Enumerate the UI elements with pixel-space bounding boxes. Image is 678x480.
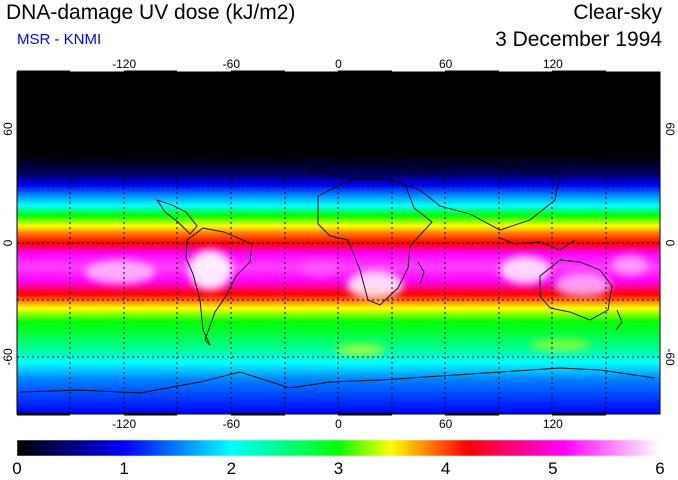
- lon-tick-label-bottom: -60: [223, 417, 241, 431]
- coastlines: [19, 159, 656, 394]
- colorbar-label: 1: [119, 459, 128, 478]
- gridlines: [17, 72, 660, 414]
- map-date: 3 December 1994: [495, 28, 662, 51]
- lat-tick-label-right: -60: [663, 348, 677, 366]
- colorbar-label: 4: [441, 459, 450, 478]
- lat-tick-label-right: 60: [663, 122, 677, 136]
- madagascar-outline: [417, 261, 425, 285]
- lon-tick-label-top: -60: [223, 57, 241, 71]
- new-zealand-outline: [615, 309, 623, 331]
- lon-tick-label-top: 60: [439, 57, 453, 71]
- map-subtitle: MSR - KNMI: [17, 31, 102, 48]
- colorbar-label: 2: [227, 459, 236, 478]
- map-title: DNA-damage UV dose (kJ/m2): [6, 1, 296, 24]
- lat-tick-label-left: 60: [1, 122, 15, 136]
- lat-tick-label-left: 0: [1, 239, 15, 246]
- uv-hotspots: [85, 250, 648, 356]
- lon-tick-label-top: 120: [543, 57, 563, 71]
- south-america-outline: [185, 227, 253, 346]
- colorbar-label: 6: [655, 459, 664, 478]
- lon-tick-label-bottom: -120: [112, 417, 136, 431]
- central-america-outline: [155, 199, 198, 235]
- antarctica-outline: [19, 367, 656, 394]
- lon-tick-label-top: 0: [335, 57, 342, 71]
- lat-tick-label-right: 0: [663, 240, 677, 247]
- sky-condition: Clear-sky: [573, 1, 662, 24]
- lon-tick-label-top: -120: [112, 57, 136, 71]
- colorbar-labels: 0 1 2 3 4 5 6: [12, 459, 664, 478]
- lon-tick-label-bottom: 60: [439, 417, 453, 431]
- frame-ticks: [17, 70, 606, 416]
- colorbar-label: 3: [334, 459, 343, 478]
- colorbar-frame: [16, 439, 661, 457]
- colorbar-label: 5: [548, 459, 557, 478]
- colorbar: [17, 440, 660, 456]
- maritime-continent-outline: [499, 237, 576, 251]
- colorbar-label: 0: [12, 459, 21, 478]
- axis-tick-labels: -120 -120 -60 -60 0 0 60 60 120 120 60 60 0 0 -60 -60: [1, 57, 677, 431]
- lon-tick-label-bottom: 0: [335, 417, 342, 431]
- lon-tick-label-bottom: 120: [543, 417, 563, 431]
- australia-outline: [539, 259, 613, 321]
- eurasia-outline: [308, 159, 561, 231]
- lat-tick-label-left: -60: [1, 348, 15, 366]
